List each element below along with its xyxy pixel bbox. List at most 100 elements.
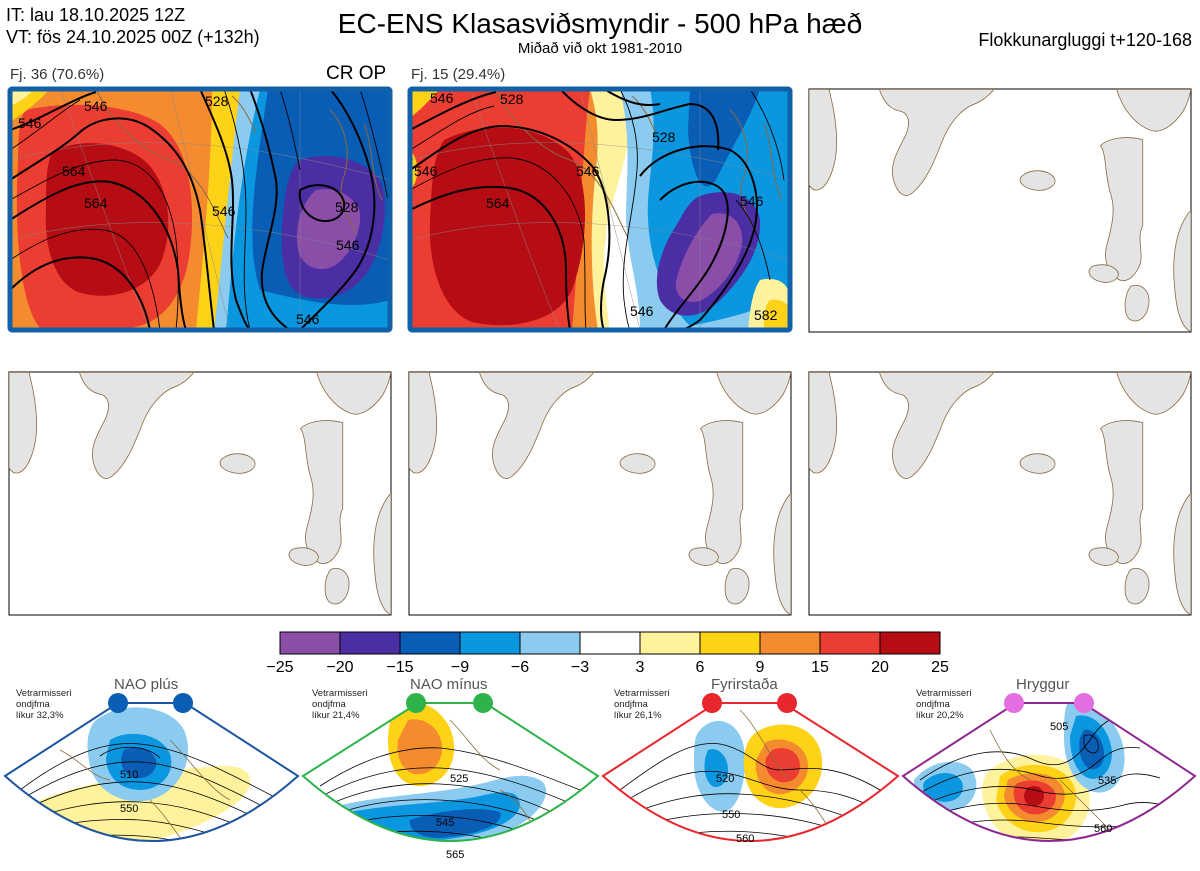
- regime-nao-plus: 510 550: [3, 693, 300, 842]
- empty-map-panel: [808, 371, 1192, 616]
- colorbar-swatch: [279, 631, 341, 655]
- page-title: EC-ENS Klasasviðsmyndir - 500 hPa hæð: [337, 8, 863, 39]
- regime-3-dot: [777, 693, 797, 713]
- regime-4-name: Hryggur: [1016, 676, 1070, 693]
- contour-label: 546: [414, 163, 438, 179]
- colorbar-tick-label: −20: [326, 659, 353, 676]
- classification-window: Flokkunargluggi t+120-168: [978, 30, 1192, 50]
- colorbar-swatch: [879, 631, 941, 655]
- contour-label: 546: [336, 237, 360, 253]
- regime-info-line: ondjfma: [312, 699, 346, 710]
- regime-1-dot: [108, 693, 128, 713]
- colorbar-tick-label: −3: [571, 659, 589, 676]
- regime-4-dot: [1004, 693, 1024, 713]
- colorbar-tick-label: 9: [756, 659, 765, 676]
- colorbar-tick-label: 15: [811, 659, 829, 676]
- contour-label: 545: [436, 817, 454, 829]
- contour-label: 565: [446, 849, 464, 861]
- regime-blocking: 520 550 560: [601, 693, 900, 845]
- regime-info-line: Vetrarmisseri: [16, 688, 72, 699]
- contour-label: 528: [500, 91, 524, 107]
- regime-4-info: Vetrarmisseri ondjfma líkur 20,2%: [916, 688, 971, 721]
- contour-label: 564: [84, 195, 108, 211]
- regime-2-dot: [473, 693, 493, 713]
- contour-label: 525: [450, 773, 468, 785]
- colorbar-swatch: [459, 631, 521, 655]
- regime-info-line: líkur 26,1%: [614, 710, 662, 721]
- regime-1-outline: [3, 702, 300, 842]
- colorbar-swatch: [699, 631, 761, 655]
- colorbar-tick-label: 3: [636, 659, 645, 676]
- regime-4-outline: [901, 702, 1197, 842]
- regime-info-line: ondjfma: [614, 699, 648, 710]
- contour-label: 546: [18, 115, 42, 131]
- init-time: IT: lau 18.10.2025 12Z: [6, 5, 186, 25]
- colorbar-tick-label: −25: [266, 659, 293, 676]
- colorbar-swatch: [639, 631, 701, 655]
- contour-label: 528: [335, 199, 359, 215]
- cluster-1-tag: CR OP: [326, 63, 387, 84]
- colorbar-tick-label: −9: [451, 659, 469, 676]
- cluster-2-label: Fj. 15 (29.4%): [411, 66, 506, 83]
- colorbar-swatch: [399, 631, 461, 655]
- regime-1-info: Vetrarmisseri ondjfma líkur 32,3%: [16, 688, 71, 721]
- colorbar-swatch: [759, 631, 821, 655]
- colorbar-swatch: [579, 631, 641, 655]
- regime-info-line: líkur 21,4%: [312, 710, 360, 721]
- cluster-2-map: 546 528 528 546 564 546 546 546 582: [407, 86, 793, 333]
- contour-label: 546: [84, 98, 108, 114]
- regime-info-line: Vetrarmisseri: [916, 688, 972, 699]
- regime-nao-minus: 525 545 565: [301, 693, 600, 861]
- regime-2-dot: [406, 693, 426, 713]
- regime-info-line: líkur 20,2%: [916, 710, 964, 721]
- regime-info-line: ondjfma: [16, 699, 50, 710]
- regime-3-outline: [601, 702, 900, 842]
- colorbar-tick-label: −6: [511, 659, 529, 676]
- contour-label: 564: [62, 163, 86, 179]
- cluster-2-frame: [407, 86, 793, 333]
- colorbar-swatch: [819, 631, 881, 655]
- contour-label: 546: [296, 311, 320, 327]
- contour-label: 510: [120, 769, 138, 781]
- regime-info-line: líkur 32,3%: [16, 710, 64, 721]
- contour-label: 528: [652, 129, 676, 145]
- regime-4-dot: [1074, 693, 1094, 713]
- colorbar-tick-label: 6: [696, 659, 705, 676]
- regime-3-dot: [702, 693, 722, 713]
- regime-info-line: Vetrarmisseri: [312, 688, 368, 699]
- cluster-1-label: Fj. 36 (70.6%): [10, 66, 105, 83]
- colorbar-tick-label: −15: [386, 659, 413, 676]
- regime-1-dot: [173, 693, 193, 713]
- regime-3-info: Vetrarmisseri ondjfma líkur 26,1%: [614, 688, 669, 721]
- contour-label: 546: [740, 193, 764, 209]
- valid-time: VT: fös 24.10.2025 00Z (+132h): [6, 27, 260, 47]
- colorbar-swatch: [519, 631, 581, 655]
- contour-label: 505: [1050, 721, 1068, 733]
- contour-label: 560: [1094, 823, 1112, 835]
- contour-label: 550: [120, 803, 138, 815]
- regime-2-info: Vetrarmisseri ondjfma líkur 21,4%: [312, 688, 367, 721]
- colorbar-tick-label: 20: [871, 659, 889, 676]
- regime-2-name: NAO mínus: [410, 676, 488, 693]
- contour-label: 564: [486, 195, 510, 211]
- contour-label: 546: [576, 163, 600, 179]
- regime-info-line: Vetrarmisseri: [614, 688, 670, 699]
- header-info: IT: lau 18.10.2025 12Z VT: fös 24.10.202…: [6, 4, 260, 48]
- colorbar-tick-label: 25: [931, 659, 949, 676]
- contour-label: 546: [430, 90, 454, 106]
- colorbar: −25 −20 −15 −9 −6 −3 3 6 9 15 20 25: [266, 631, 949, 676]
- contour-label: 560: [736, 833, 754, 845]
- contour-label: 546: [630, 303, 654, 319]
- contour-label: 528: [205, 93, 229, 109]
- empty-map-panel: [8, 371, 392, 616]
- empty-map-panel: [408, 371, 792, 616]
- regime-3-name: Fyrirstaða: [711, 676, 778, 693]
- empty-map-panel: [808, 88, 1192, 333]
- contour-label: 546: [212, 203, 236, 219]
- regime-info-line: ondjfma: [916, 699, 950, 710]
- page-subtitle: Miðað við okt 1981-2010: [517, 40, 683, 57]
- contour-label: 520: [716, 773, 734, 785]
- contour-label: 582: [754, 307, 778, 323]
- cluster-1-map: 546 564 528 546 528 546 564 546 546: [7, 86, 393, 333]
